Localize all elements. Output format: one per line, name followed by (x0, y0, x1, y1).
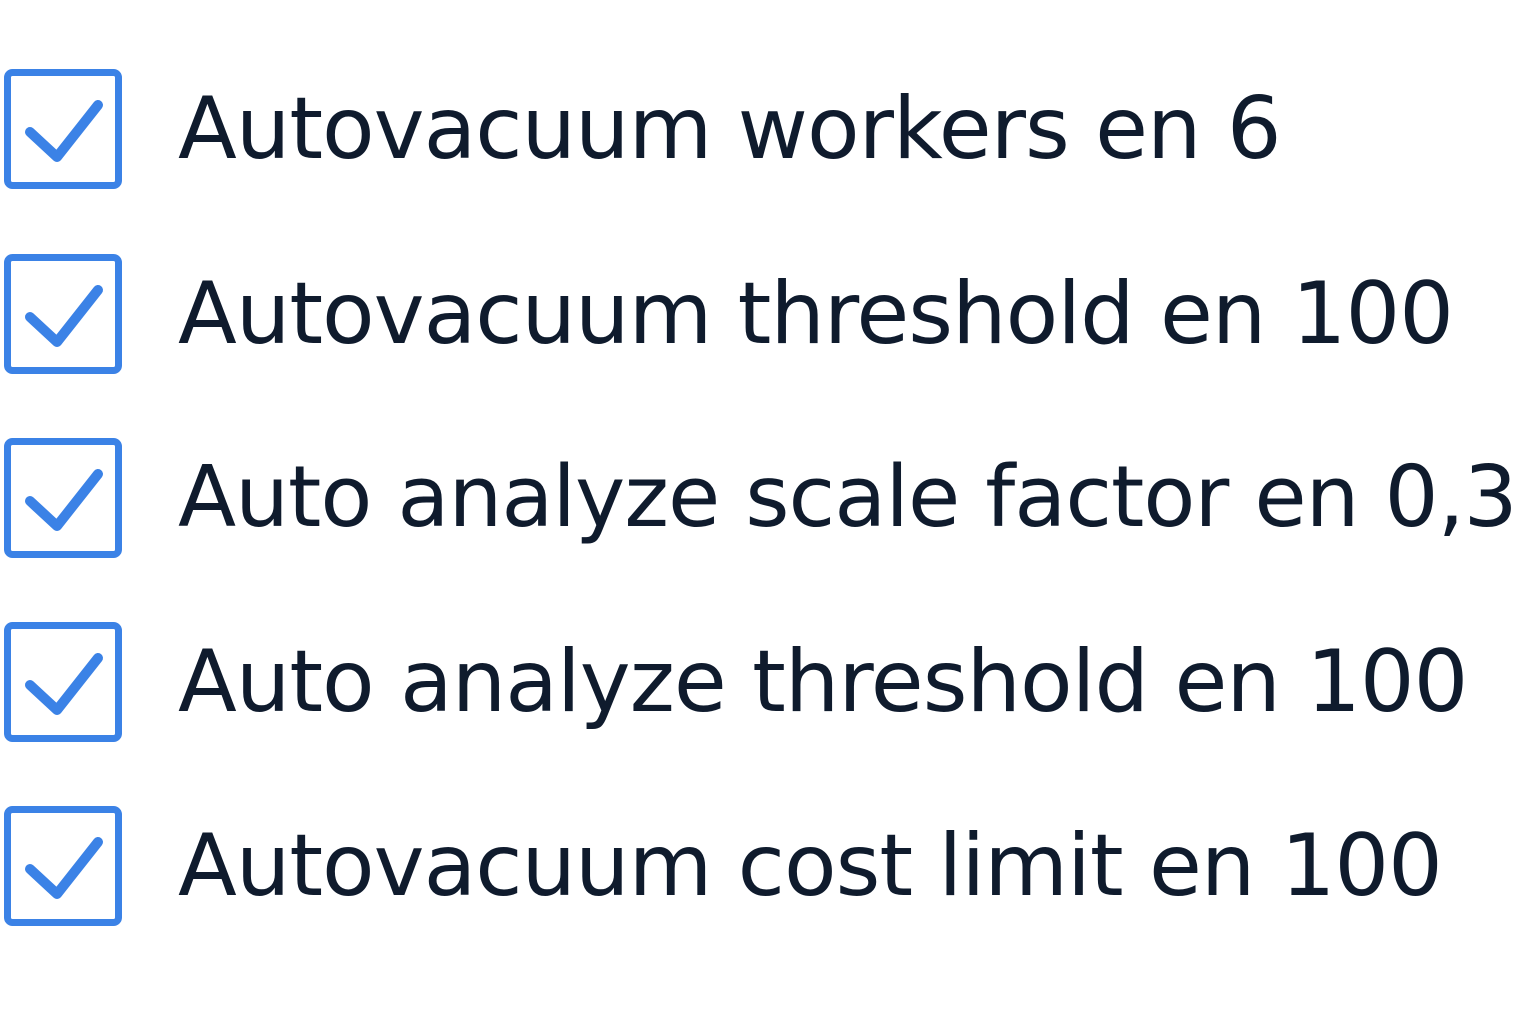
checklist-item-label: Auto analyze scale factor en 0,3 (178, 448, 1518, 547)
checklist-item-label: Auto analyze threshold en 100 (178, 632, 1468, 732)
checkbox[interactable] (4, 438, 122, 558)
checkmark-icon (4, 622, 122, 742)
checklist-item-autovacuum-workers[interactable]: Autovacuum workers en 6 (4, 69, 1282, 189)
checklist-item-auto-analyze-scale-factor[interactable]: Auto analyze scale factor en 0,3 (4, 438, 1518, 558)
checklist-item-label: Autovacuum workers en 6 (178, 79, 1282, 179)
checkbox[interactable] (4, 622, 122, 742)
checklist-item-label: Autovacuum threshold en 100 (178, 264, 1454, 364)
checklist-item-auto-analyze-threshold[interactable]: Auto analyze threshold en 100 (4, 622, 1468, 742)
checkbox[interactable] (4, 806, 122, 926)
checklist-item-label: Autovacuum cost limit en 100 (178, 816, 1443, 916)
checkmark-icon (4, 254, 122, 374)
checkmark-icon (4, 438, 122, 558)
checklist-item-autovacuum-threshold[interactable]: Autovacuum threshold en 100 (4, 254, 1454, 374)
checkmark-icon (4, 806, 122, 926)
checkbox[interactable] (4, 69, 122, 189)
checkbox[interactable] (4, 254, 122, 374)
checkmark-icon (4, 69, 122, 189)
checklist-item-autovacuum-cost-limit[interactable]: Autovacuum cost limit en 100 (4, 806, 1443, 926)
